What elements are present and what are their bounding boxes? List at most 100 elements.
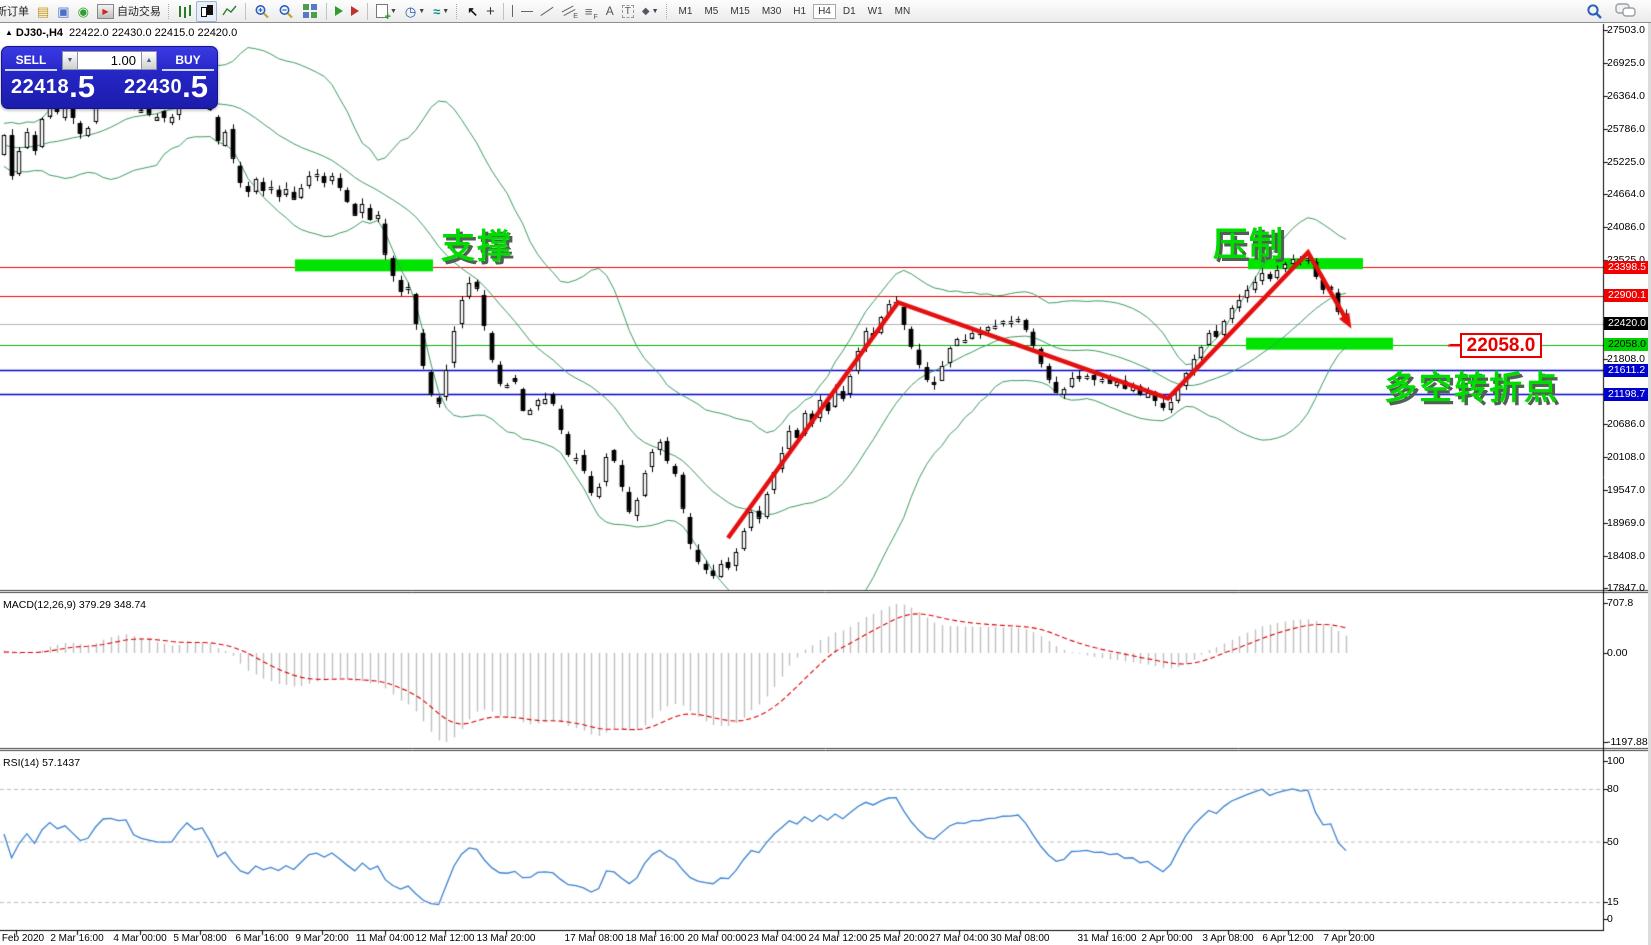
time-axis-label: 3 Apr 08:00: [1202, 933, 1254, 944]
toolbar-grip: [665, 3, 670, 19]
fibonacci-icon: ≡: [584, 3, 593, 19]
auto-scroll-button[interactable]: [348, 2, 362, 21]
sell-price-fraction: .5: [69, 69, 95, 104]
auto-trading-button[interactable]: ▶ 自动交易: [94, 2, 164, 21]
new-order-label: 新订单: [0, 6, 29, 18]
candlestick-chart-button[interactable]: [195, 0, 217, 22]
text-label-icon: T: [621, 4, 634, 18]
time-axis-label: 6 Mar 16:00: [235, 933, 289, 944]
indicators-button[interactable]: ≈ ▼: [430, 2, 452, 21]
tile-windows-icon: [302, 4, 309, 10]
timeframe-button-h4[interactable]: H4: [813, 3, 836, 19]
time-axis-label: 23 Mar 04:00: [747, 933, 807, 944]
timeframe-button-w1[interactable]: W1: [867, 5, 883, 17]
search-icon[interactable]: [1586, 3, 1603, 20]
sell-button[interactable]: SELL: [5, 50, 57, 71]
time-axis-label: 30 Mar 08:00: [990, 933, 1050, 944]
price-callout-box: 22058.0: [1450, 333, 1542, 358]
new-order-button[interactable]: 新订单: [0, 2, 32, 21]
timeframe-button-m5[interactable]: M5: [704, 5, 719, 17]
cursor-tool-button[interactable]: ↖: [464, 2, 481, 21]
zoom-out-button[interactable]: [275, 2, 297, 21]
price-axis-label: 26364.0: [1607, 89, 1645, 102]
time-axis-label: 9 Mar 20:00: [295, 933, 349, 944]
toolbar-right-group: [1586, 3, 1637, 20]
shapes-tool-button[interactable]: ◆ ▼: [639, 2, 662, 21]
time-axis-label: 18 Mar 16:00: [625, 933, 685, 944]
new-chart-button[interactable]: + ▼: [373, 2, 400, 23]
trendline-tool-button[interactable]: [538, 2, 558, 21]
vertical-line-tool-button[interactable]: [509, 2, 516, 21]
price-axis-label: 24086.0: [1607, 221, 1645, 234]
profiles-button[interactable]: ◷ ▼: [402, 2, 428, 21]
volume-stepper: ▼ 1.00 ▲: [62, 50, 157, 71]
market-watch-button[interactable]: ▤: [34, 2, 52, 21]
volume-increase-button[interactable]: ▲: [141, 51, 157, 70]
buy-price[interactable]: 22430.5: [124, 71, 208, 102]
timeframe-button-m30[interactable]: M30: [761, 5, 782, 17]
fibonacci-sub-label: F: [593, 13, 598, 21]
horizontal-line-icon: [520, 10, 533, 12]
time-axis-label: 20 Mar 00:00: [687, 933, 747, 944]
candlestick-chart-icon: [199, 4, 214, 18]
line-chart-button[interactable]: [219, 2, 240, 21]
time-axis-label: 2 Mar 16:00: [50, 933, 104, 944]
rsi-indicator-label: RSI(14) 57.1437: [3, 757, 81, 769]
macd-axis-label: 0.00: [1607, 647, 1628, 659]
main-toolbar: 新订单 ▤ ▣ ◉ ▶ 自动交易 + ▼ ◷ ▼ ≈ ▼ ↖ + E ≡ F A T ◆…: [0, 0, 1651, 23]
navigator-icon: ◉: [77, 3, 89, 19]
one-click-trading-panel: SELL ▼ 1.00 ▲ BUY 22418.5 22430.5: [1, 46, 218, 109]
time-axis-label: 5 Mar 08:00: [173, 933, 227, 944]
zoom-out-icon: [279, 4, 293, 18]
chart-window-button[interactable]: ▣: [54, 2, 72, 21]
price-axis-label: 20686.0: [1607, 417, 1645, 430]
volume-input[interactable]: 1.00: [78, 51, 141, 70]
new-chart-icon: +: [375, 4, 391, 23]
cursor-icon: ↖: [467, 3, 479, 19]
price-axis-label: 21808.0: [1607, 353, 1645, 366]
price-axis-label: 24664.0: [1607, 188, 1645, 201]
line-chart-icon: [222, 5, 237, 15]
price-axis-badge: 22420.0: [1604, 317, 1651, 331]
timeframe-button-m15[interactable]: M15: [730, 5, 750, 17]
time-axis-label: 4 Mar 00:00: [113, 933, 167, 944]
price-axis-badge: 21611.2: [1604, 363, 1651, 377]
channel-tool-button[interactable]: E: [560, 2, 580, 21]
chart-title: ▲ DJ30-,H4 22422.0 22430.0 22415.0 22420.0: [5, 27, 237, 39]
time-axis-label: 12 Mar 12:00: [415, 933, 475, 944]
price-axis-label: 20108.0: [1607, 451, 1645, 464]
sell-price[interactable]: 22418.5: [11, 71, 95, 102]
text-label-tool-button[interactable]: T: [619, 2, 637, 21]
timeframe-button-d1[interactable]: D1: [842, 5, 856, 17]
fibonacci-tool-button[interactable]: ≡ F: [582, 2, 601, 21]
price-axis-label: 26925.0: [1607, 57, 1645, 70]
timeframe-button-mn[interactable]: MN: [894, 5, 911, 17]
crosshair-tool-button[interactable]: +: [483, 2, 498, 21]
text-tool-button[interactable]: A: [603, 2, 617, 21]
window-edge: [1648, 0, 1651, 945]
price-axis-label: 27503.0: [1607, 24, 1645, 36]
timeframe-button-h1[interactable]: H1: [793, 5, 807, 17]
chat-icon[interactable]: [1615, 3, 1637, 19]
rsi-axis-label: 0: [1607, 913, 1613, 925]
channel-icon: E: [563, 5, 578, 20]
zoom-in-button[interactable]: [251, 2, 273, 21]
chart-window-icon: ▣: [57, 3, 70, 19]
chart-shift-button[interactable]: [332, 2, 346, 21]
time-axis-label: 28 Feb 2020: [0, 933, 45, 944]
vertical-line-icon: [511, 5, 513, 17]
volume-decrease-button[interactable]: ▼: [62, 51, 78, 70]
text-tool-icon: A: [605, 3, 614, 18]
trendline-icon: [540, 5, 555, 18]
timeframe-button-m1[interactable]: M1: [678, 5, 693, 17]
navigator-button[interactable]: ◉: [75, 2, 92, 21]
toolbar-separator: [366, 2, 368, 20]
chevron-down-icon: ▼: [389, 7, 397, 15]
resistance-annotation: 压制: [1213, 226, 1285, 264]
horizontal-line-tool-button[interactable]: [518, 2, 536, 21]
price-axis-label: 25786.0: [1607, 123, 1645, 136]
tile-windows-button[interactable]: [299, 2, 321, 21]
bar-chart-button[interactable]: [176, 2, 194, 21]
buy-button[interactable]: BUY: [162, 50, 214, 71]
